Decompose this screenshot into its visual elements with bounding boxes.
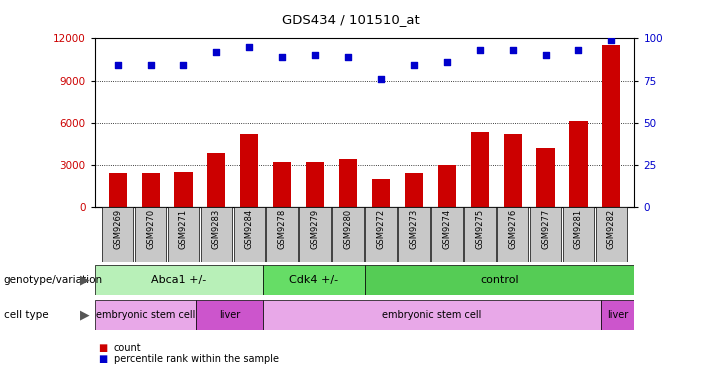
Text: GSM9278: GSM9278: [278, 209, 287, 249]
Text: GSM9270: GSM9270: [146, 209, 155, 249]
Point: [310, 52, 321, 58]
Bar: [437, 165, 456, 207]
Bar: [273, 162, 292, 207]
Bar: [365, 265, 634, 295]
Text: GSM9280: GSM9280: [343, 209, 353, 249]
Text: ■: ■: [98, 354, 107, 365]
Bar: [398, 207, 430, 262]
Text: cell type: cell type: [4, 310, 48, 320]
Bar: [470, 132, 489, 207]
Text: GSM9275: GSM9275: [475, 209, 484, 249]
Text: control: control: [480, 274, 519, 285]
Text: GDS434 / 101510_at: GDS434 / 101510_at: [282, 13, 419, 26]
Bar: [102, 207, 133, 262]
Bar: [95, 265, 264, 295]
Text: GSM9273: GSM9273: [409, 209, 418, 249]
Text: GSM9277: GSM9277: [541, 209, 550, 249]
Bar: [563, 207, 594, 262]
Bar: [168, 207, 199, 262]
Point: [211, 49, 222, 55]
Bar: [339, 159, 357, 207]
Point: [112, 63, 123, 68]
Bar: [596, 207, 627, 262]
Bar: [306, 162, 324, 207]
Point: [606, 37, 617, 43]
Text: genotype/variation: genotype/variation: [4, 274, 102, 285]
Bar: [569, 121, 587, 207]
Text: Cdk4 +/-: Cdk4 +/-: [290, 274, 339, 285]
Bar: [431, 207, 463, 262]
Point: [244, 44, 255, 50]
Bar: [264, 265, 365, 295]
Point: [408, 63, 419, 68]
Bar: [200, 207, 232, 262]
Bar: [266, 207, 298, 262]
Bar: [365, 207, 397, 262]
Bar: [95, 300, 196, 330]
Bar: [530, 207, 562, 262]
Point: [474, 47, 485, 53]
Text: embryonic stem cell: embryonic stem cell: [95, 310, 195, 320]
Text: liver: liver: [219, 310, 240, 320]
Point: [277, 54, 288, 60]
Text: ■: ■: [98, 343, 107, 354]
Text: embryonic stem cell: embryonic stem cell: [382, 310, 482, 320]
Text: percentile rank within the sample: percentile rank within the sample: [114, 354, 278, 365]
Bar: [536, 148, 554, 207]
Bar: [464, 207, 496, 262]
Bar: [405, 173, 423, 207]
Point: [507, 47, 518, 53]
Bar: [299, 207, 331, 262]
Point: [343, 54, 354, 60]
Point: [573, 47, 584, 53]
Bar: [602, 45, 620, 207]
Point: [145, 63, 156, 68]
Bar: [196, 300, 264, 330]
Text: GSM9279: GSM9279: [311, 209, 320, 249]
Text: GSM9284: GSM9284: [245, 209, 254, 249]
Text: GSM9271: GSM9271: [179, 209, 188, 249]
Point: [540, 52, 551, 58]
Bar: [142, 173, 160, 207]
Text: count: count: [114, 343, 141, 354]
Bar: [240, 134, 259, 207]
Bar: [372, 179, 390, 207]
Text: GSM9283: GSM9283: [212, 209, 221, 249]
Text: ▶: ▶: [80, 273, 90, 286]
Bar: [264, 300, 601, 330]
Text: GSM9272: GSM9272: [376, 209, 386, 249]
Bar: [175, 172, 193, 207]
Bar: [332, 207, 364, 262]
Text: GSM9282: GSM9282: [607, 209, 616, 249]
Text: GSM9269: GSM9269: [113, 209, 122, 249]
Text: Abca1 +/-: Abca1 +/-: [151, 274, 207, 285]
Bar: [233, 207, 265, 262]
Bar: [503, 134, 522, 207]
Text: GSM9274: GSM9274: [442, 209, 451, 249]
Bar: [497, 207, 529, 262]
Bar: [207, 153, 226, 207]
Text: GSM9276: GSM9276: [508, 209, 517, 249]
Bar: [109, 173, 127, 207]
Text: GSM9281: GSM9281: [574, 209, 583, 249]
Text: ▶: ▶: [80, 309, 90, 322]
Point: [178, 63, 189, 68]
Text: liver: liver: [607, 310, 628, 320]
Bar: [601, 300, 634, 330]
Point: [441, 59, 452, 65]
Bar: [135, 207, 166, 262]
Point: [375, 76, 386, 82]
